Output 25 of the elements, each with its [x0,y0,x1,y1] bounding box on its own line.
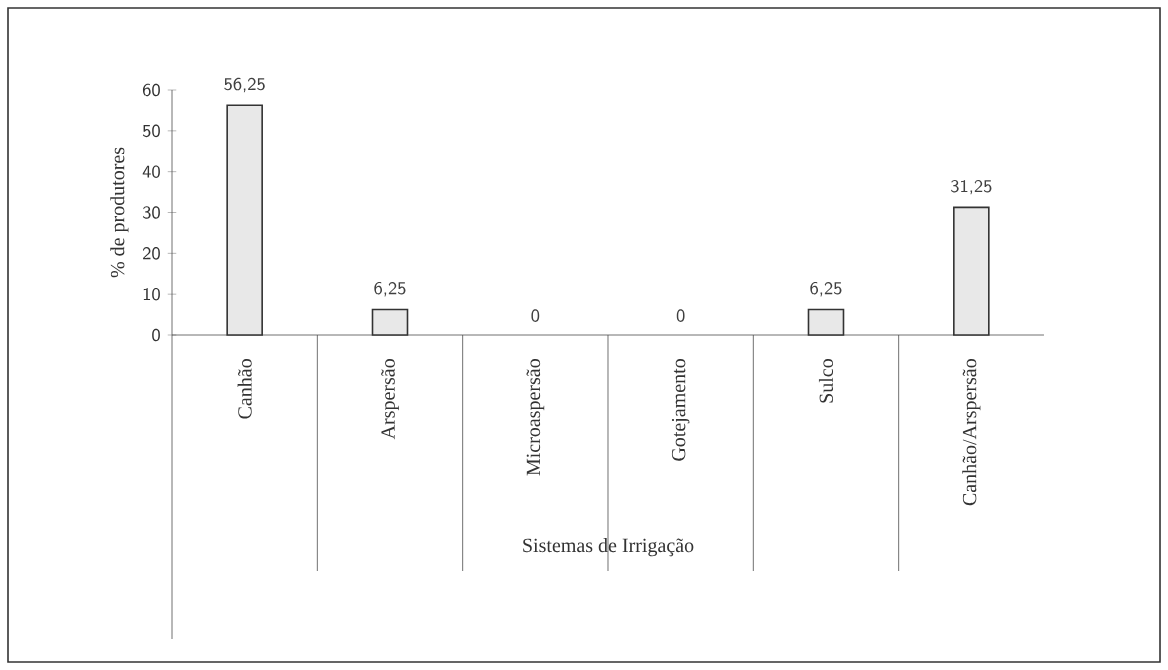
x-tick-label: Gotejamento [671,359,690,461]
y-tick-label: 20 [142,247,160,260]
y-axis-title: % de produtores [110,147,129,278]
y-tick-label: 0 [152,328,160,342]
data-label: 0 [531,309,540,322]
bar [226,104,263,336]
y-tick-label: 40 [142,165,160,178]
bar [807,308,845,336]
x-tick-label: Canhão [237,359,252,419]
bar [371,308,409,336]
data-label: 6,25 [374,281,406,297]
x-tick-label: Canhão/Arspersão [962,359,981,506]
y-tick-label: 50 [142,124,160,138]
x-tick-label: Arspersão [381,359,399,440]
y-tick-label: 60 [142,83,160,97]
data-label: 0 [676,309,685,322]
y-tick-label: 10 [143,287,160,301]
y-tick-label: 30 [142,206,160,219]
data-label: 56,25 [224,77,265,93]
x-tick-label: Sulco [818,359,834,403]
x-axis-title: Sistemas de Irrigação [523,538,694,557]
x-tick-label: Microaspersão [526,359,545,476]
bar [953,206,990,336]
data-label: 31,25 [951,179,992,195]
data-label: 6,25 [810,281,842,297]
